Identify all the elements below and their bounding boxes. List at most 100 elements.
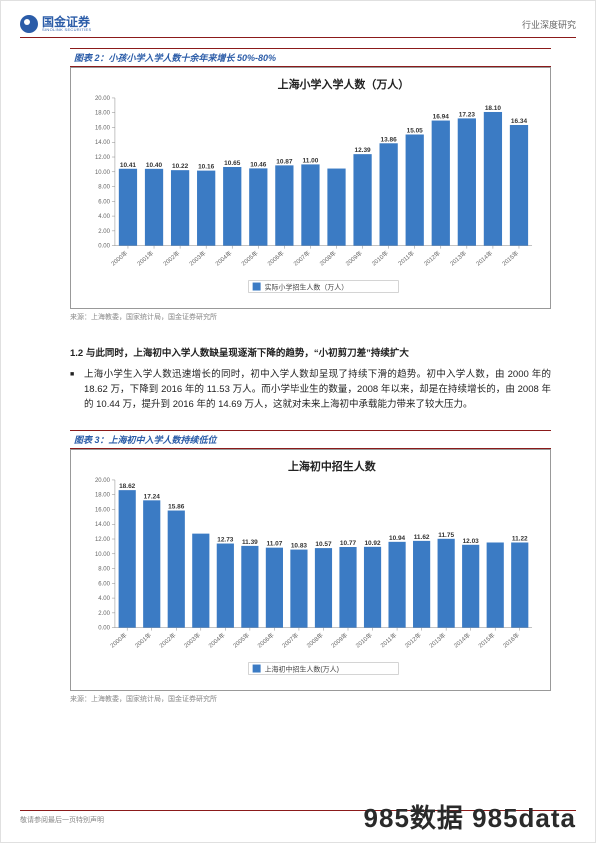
svg-text:2013年: 2013年 [448,249,468,268]
svg-text:10.40: 10.40 [146,162,163,169]
svg-text:20.00: 20.00 [95,478,111,484]
svg-text:2010年: 2010年 [354,631,374,650]
svg-text:2003年: 2003年 [188,249,208,268]
svg-text:上海初中招生人数: 上海初中招生人数 [288,459,377,473]
chart2-caption: 图表 3：上海初中入学人数持续低位 [70,430,551,449]
svg-text:2005年: 2005年 [240,249,260,268]
svg-text:12.73: 12.73 [217,537,234,544]
svg-text:11.62: 11.62 [414,534,430,541]
page-content: 图表 2：小孩小学入学人数十余年来增长 50%-80% 上海小学入学人数（万人）… [70,48,551,704]
svg-text:13.86: 13.86 [381,136,398,143]
svg-text:2009年: 2009年 [329,631,349,650]
svg-text:2011年: 2011年 [396,249,416,267]
svg-text:18.10: 18.10 [485,105,502,112]
svg-text:16.34: 16.34 [511,118,528,125]
logo-icon [20,15,38,33]
svg-text:10.00: 10.00 [95,170,111,176]
svg-text:14.00: 14.00 [95,140,111,146]
footer-disclaimer: 敬请参阅最后一页特别声明 [20,815,104,825]
svg-text:11.22: 11.22 [512,536,528,543]
svg-text:12.00: 12.00 [95,537,111,543]
svg-text:20.00: 20.00 [95,96,111,102]
svg-text:2008年: 2008年 [318,249,338,268]
svg-text:10.83: 10.83 [291,543,308,550]
svg-text:2009年: 2009年 [344,249,364,268]
svg-text:10.22: 10.22 [172,163,189,170]
svg-text:11.75: 11.75 [438,532,454,539]
svg-text:16.00: 16.00 [95,508,111,514]
svg-text:2013年: 2013年 [428,631,448,650]
svg-text:4.00: 4.00 [98,214,110,220]
svg-text:2006年: 2006年 [256,631,276,650]
logo-en-text: SINOLINK SECURITIES [42,28,92,32]
chart1-box: 上海小学入学人数（万人） 0.00 2.00 4.00 6.00 8.00 10.00 12.… [70,67,551,309]
svg-text:2001年: 2001年 [133,631,153,650]
chart1-svg: 上海小学入学人数（万人） 0.00 2.00 4.00 6.00 8.00 10.00 12.… [81,74,540,304]
svg-text:实际小学招生人数（万人）: 实际小学招生人数（万人） [265,283,349,292]
svg-text:2008年: 2008年 [305,631,325,650]
svg-text:2011年: 2011年 [379,631,399,649]
doc-type-label: 行业深度研究 [522,18,576,31]
svg-text:2.00: 2.00 [98,229,110,235]
svg-text:11.00: 11.00 [303,157,319,164]
svg-text:10.65: 10.65 [224,160,241,167]
section-bullet: 上海小学生入学人数迅速增长的同时，初中入学人数却呈现了持续下滑的趋势。初中入学人… [70,367,551,413]
svg-text:6.00: 6.00 [98,582,110,588]
svg-text:10.00: 10.00 [95,552,111,558]
svg-text:2000年: 2000年 [109,631,129,650]
chart2-svg: 上海初中招生人数 0.00 2.00 4.00 6.00 8.00 10.00 12.00 14… [81,456,540,686]
svg-text:10.87: 10.87 [276,158,293,165]
svg-text:2000年: 2000年 [109,249,129,268]
svg-text:17.24: 17.24 [144,494,161,501]
svg-text:18.62: 18.62 [119,483,136,490]
svg-text:14.00: 14.00 [95,522,111,528]
page-footer: 敬请参阅最后一页特别声明 [20,810,576,825]
svg-text:10.16: 10.16 [198,164,215,171]
svg-text:11.39: 11.39 [242,539,258,546]
svg-text:10.41: 10.41 [120,162,137,169]
svg-text:6.00: 6.00 [98,199,110,205]
svg-text:18.00: 18.00 [95,111,111,117]
svg-text:2014年: 2014年 [452,631,472,650]
svg-text:8.00: 8.00 [98,567,110,573]
svg-text:0.00: 0.00 [98,244,110,250]
svg-text:10.57: 10.57 [315,541,332,548]
svg-text:16.00: 16.00 [95,125,111,131]
svg-text:10.94: 10.94 [389,535,406,542]
chart1-caption: 图表 2：小孩小学入学人数十余年来增长 50%-80% [70,48,551,67]
svg-text:10.46: 10.46 [250,161,267,168]
svg-text:2012年: 2012年 [403,631,423,650]
svg-text:上海小学入学人数（万人）: 上海小学入学人数（万人） [278,77,410,91]
logo-block: 国金证券 SINOLINK SECURITIES [20,15,92,33]
svg-text:2003年: 2003年 [182,631,202,650]
svg-text:12.03: 12.03 [463,538,480,545]
svg-text:2016年: 2016年 [501,631,521,650]
page-header: 国金证券 SINOLINK SECURITIES 行业深度研究 [20,15,576,38]
svg-text:2015年: 2015年 [500,249,520,268]
svg-text:8.00: 8.00 [98,185,110,191]
svg-text:2007年: 2007年 [292,249,312,268]
svg-text:10.77: 10.77 [340,540,357,547]
chart1-source: 来源：上海教委，国家统计局，国金证券研究所 [70,312,551,322]
svg-text:2004年: 2004年 [214,249,234,268]
svg-text:2006年: 2006年 [266,249,286,268]
svg-text:上海初中招生人数(万人): 上海初中招生人数(万人) [265,665,339,674]
svg-text:0.00: 0.00 [98,626,110,632]
svg-text:12.00: 12.00 [95,155,111,161]
svg-text:2.00: 2.00 [98,611,110,617]
chart2-box: 上海初中招生人数 0.00 2.00 4.00 6.00 8.00 10.00 12.00 14… [70,449,551,691]
svg-text:2015年: 2015年 [477,631,497,650]
svg-text:11.07: 11.07 [266,541,282,548]
svg-text:17.23: 17.23 [459,111,476,118]
svg-text:15.86: 15.86 [168,504,185,511]
svg-text:2002年: 2002年 [158,631,178,650]
svg-text:10.92: 10.92 [364,540,381,547]
section-text: 1.2 与此同时，上海初中入学人数缺呈现逐渐下降的趋势，“小初剪刀差”持续扩大 … [70,346,551,413]
svg-text:2012年: 2012年 [422,249,442,268]
svg-text:4.00: 4.00 [98,596,110,602]
svg-text:15.05: 15.05 [407,128,424,135]
svg-text:2005年: 2005年 [231,631,251,650]
chart2-source: 来源：上海教委，国家统计局，国金证券研究所 [70,694,551,704]
svg-text:16.94: 16.94 [433,114,450,121]
svg-text:2002年: 2002年 [161,249,181,268]
